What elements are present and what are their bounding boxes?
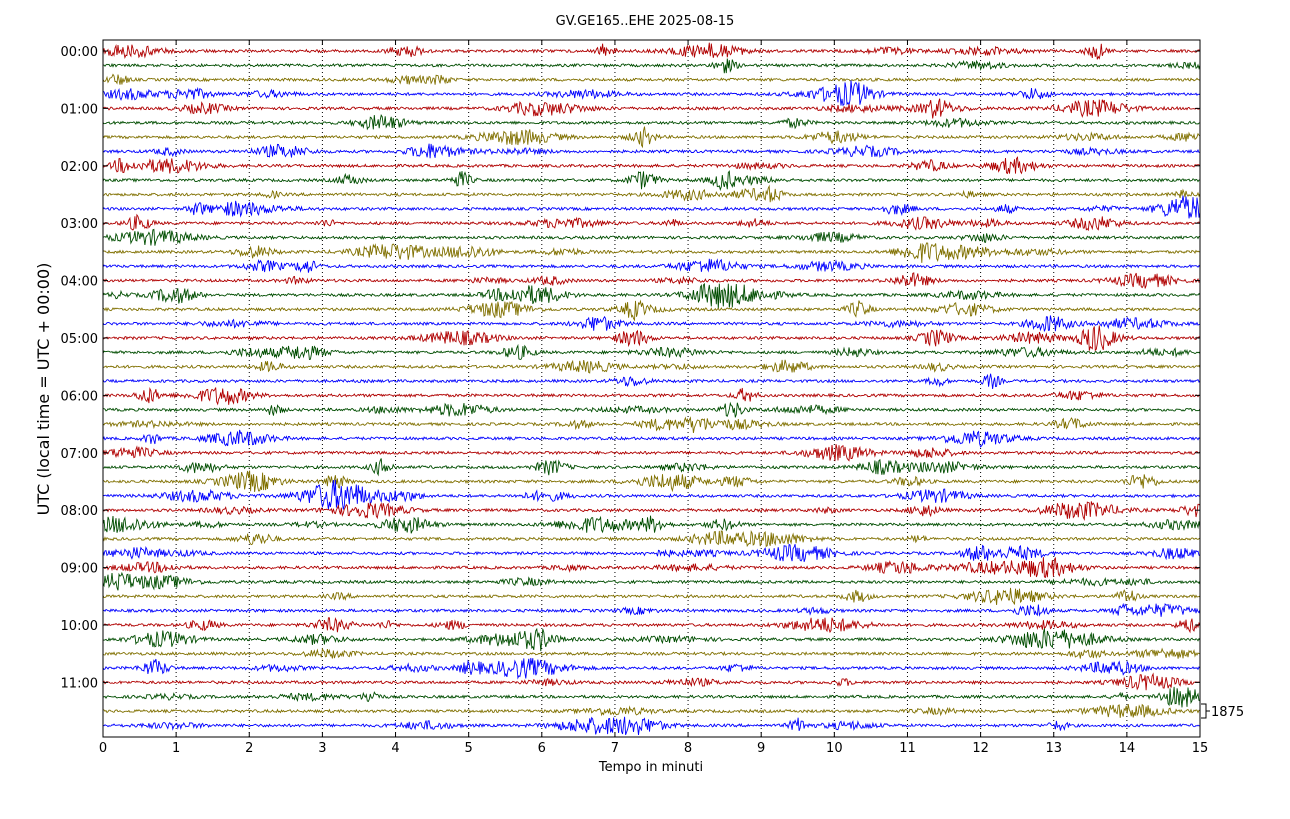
trace-line [102,114,1201,131]
seismic-traces [102,42,1201,736]
y-tick-label: 08:00 [61,504,98,519]
x-tick-label: 4 [391,741,399,756]
x-tick-label: 5 [465,741,473,756]
scale-label: 1875 [1211,705,1244,720]
chart-title: GV.GE165..EHE 2025-08-15 [556,14,735,29]
x-axis: 0 1 2 3 4 5 6 7 8 9 10 11 12 13 14 15 [99,40,1208,756]
x-tick-label: 15 [1192,741,1209,756]
trace-line [102,617,1201,634]
trace-line [102,359,1201,374]
x-tick-label: 9 [757,741,765,756]
y-axis: 00:00 01:00 02:00 03:00 04:00 05:00 06:00 07:00… [61,45,1200,691]
trace-line [102,98,1201,119]
trace-line [102,282,1201,309]
trace-line [102,515,1201,534]
trace-line [103,387,1201,406]
trace-line [102,184,1201,203]
trace-line [102,258,1201,273]
trace-line [102,272,1201,289]
trace-line [102,470,1201,493]
trace-line [102,501,1201,521]
y-tick-label: 10:00 [61,619,98,634]
trace-line [102,73,1201,85]
y-tick-label: 01:00 [61,102,98,117]
x-tick-label: 0 [99,741,107,756]
y-tick-label: 11:00 [61,676,98,691]
trace-line [102,228,1201,246]
trace-line [102,716,1201,736]
y-tick-label: 09:00 [61,562,98,577]
y-tick-label: 06:00 [61,389,98,404]
x-tick-label: 12 [972,741,989,756]
x-axis-label: Tempo in minuti [598,760,703,775]
y-tick-label: 07:00 [61,447,98,462]
trace-line [102,42,1201,60]
x-tick-label: 8 [684,741,692,756]
trace-line [102,672,1201,691]
trace-line [102,325,1201,352]
trace-line [102,556,1201,579]
x-tick-label: 6 [538,741,546,756]
trace-line [102,343,1201,361]
trace-line [102,143,1201,159]
trace-line [102,156,1201,175]
grid-lines [175,40,1128,737]
trace-line [102,587,1201,606]
trace-line [102,686,1201,708]
trace-line [102,80,1201,107]
y-tick-label: 03:00 [61,217,98,232]
trace-line [102,242,1201,263]
trace-line [102,373,1201,389]
trace-line [102,170,1201,192]
trace-line [102,571,1201,591]
x-tick-label: 7 [611,741,619,756]
trace-line [102,529,1201,548]
y-tick-label: 05:00 [61,332,98,347]
trace-line [102,479,1201,510]
x-tick-label: 13 [1045,741,1062,756]
x-tick-label: 14 [1119,741,1136,756]
trace-line [102,602,1201,617]
trace-line [102,299,1200,322]
x-tick-label: 1 [172,741,180,756]
trace-line [102,657,1201,680]
trace-line [103,58,1201,74]
trace-line [102,703,1201,718]
y-tick-label: 00:00 [61,45,98,60]
x-tick-label: 2 [245,741,253,756]
trace-line [102,126,1201,149]
trace-line [102,315,1201,332]
trace-line [102,627,1201,652]
trace-line [102,647,1201,659]
trace-line [102,429,1201,448]
y-tick-label: 02:00 [61,160,98,175]
y-tick-label: 04:00 [61,275,98,290]
plot-frame [102,39,1201,738]
x-tick-label: 10 [826,741,843,756]
x-tick-label: 11 [899,741,916,756]
amplitude-scale: 1875 [1201,703,1244,720]
trace-line [102,416,1201,433]
trace-line [102,213,1201,232]
trace-line [103,458,1201,477]
x-tick-label: 3 [318,741,326,756]
trace-line [102,543,1201,562]
trace-line [102,195,1201,219]
trace-line [102,444,1201,462]
y-axis-label: UTC (local time = UTC + 00:00) [34,263,53,516]
trace-line [102,401,1201,418]
